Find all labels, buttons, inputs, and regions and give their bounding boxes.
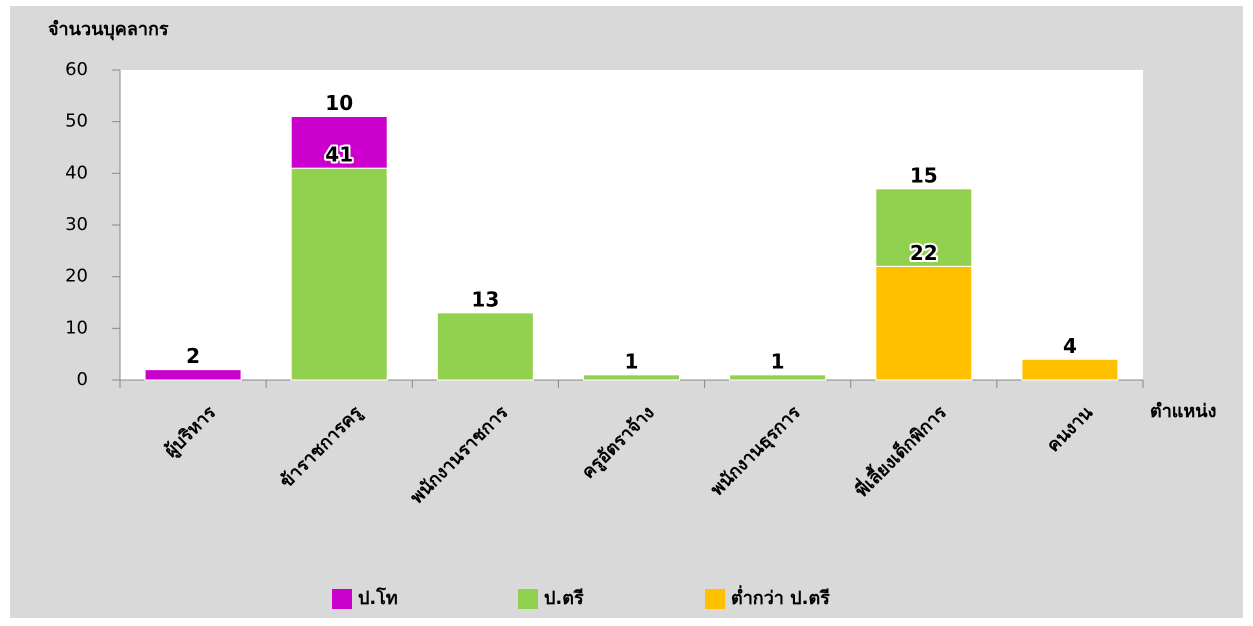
bar-segment <box>436 312 534 381</box>
legend-swatch <box>705 589 725 609</box>
bar-segment <box>144 369 242 381</box>
legend-label: ป.โท <box>358 587 398 609</box>
y-tick-label: 40 <box>65 162 88 183</box>
data-label: 1 <box>625 349 639 373</box>
legend-swatch <box>332 589 352 609</box>
data-label: 41 <box>325 143 353 167</box>
bar-segment <box>290 167 388 381</box>
y-tick-label: 50 <box>65 111 88 132</box>
bar-segment <box>583 374 680 381</box>
y-tick-label: 60 <box>65 59 88 80</box>
y-tick-label: 0 <box>77 369 88 390</box>
legend-swatch <box>518 589 538 609</box>
bar-segment <box>729 374 827 381</box>
plot-area <box>120 70 1143 380</box>
bar-segment <box>875 265 973 381</box>
data-label: 22 <box>910 241 938 265</box>
y-tick-label: 30 <box>65 214 88 235</box>
y-tick-label: 10 <box>65 317 88 338</box>
data-label: 1 <box>771 349 785 373</box>
bar-segment <box>1021 358 1119 381</box>
data-label: 2 <box>186 344 200 368</box>
x-axis-label: ตำแหน่ง <box>1150 401 1216 422</box>
y-tick-label: 20 <box>65 266 88 287</box>
legend-label: ป.ตรี <box>544 588 584 609</box>
data-label: 13 <box>471 287 499 311</box>
legend-label: ต่ำกว่า ป.ตรี <box>731 585 830 609</box>
data-label: 15 <box>910 163 938 187</box>
data-label: 4 <box>1063 334 1077 358</box>
bar-segment <box>875 188 973 267</box>
y-axis-label: จำนวนบุคลากร <box>48 19 169 41</box>
data-label: 10 <box>325 91 353 115</box>
bar-segment <box>290 116 388 169</box>
